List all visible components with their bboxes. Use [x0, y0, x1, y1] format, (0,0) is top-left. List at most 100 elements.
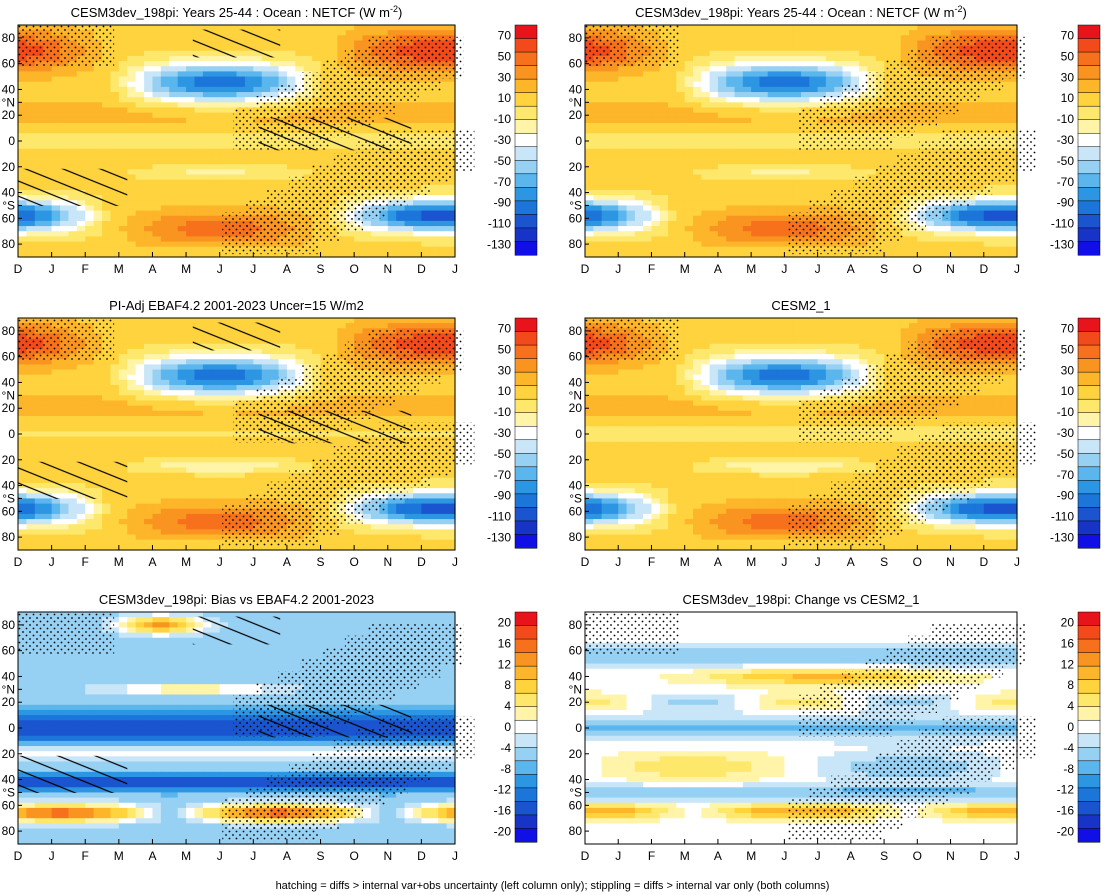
heatmap-cell: [734, 143, 744, 150]
heatmap-cell: [160, 318, 170, 324]
heatmap-cell: [429, 107, 439, 114]
heatmap-cell: [651, 138, 661, 145]
heatmap-cell: [618, 189, 628, 196]
heatmap-cell: [684, 133, 694, 140]
heatmap-cell: [709, 246, 719, 253]
heatmap-cell: [593, 189, 603, 196]
heatmap-cell: [742, 189, 752, 196]
heatmap-cell: [135, 246, 145, 253]
heatmap-cell: [759, 143, 769, 150]
heatmap-cell: [127, 81, 137, 88]
heatmap-cell: [668, 153, 677, 160]
heatmap-cell: [701, 133, 711, 140]
heatmap-cell: [169, 86, 179, 93]
heatmap-cell: [228, 169, 238, 176]
heatmap-cell: [726, 122, 736, 129]
heatmap-cell: [634, 195, 644, 201]
heatmap-cell: [867, 148, 877, 155]
heatmap-cell: [135, 133, 145, 140]
heatmap-cell: [160, 143, 170, 150]
heatmap-cell: [320, 241, 330, 248]
heatmap-cell: [93, 205, 103, 212]
heatmap-cell: [967, 226, 977, 232]
heatmap-cell: [169, 210, 179, 217]
heatmap-cell: [303, 45, 313, 52]
heatmap-cell: [160, 30, 170, 36]
heatmap-cell: [742, 102, 752, 109]
heatmap-cell: [396, 231, 406, 237]
heatmap-cell: [626, 241, 636, 248]
heatmap-cell: [135, 164, 145, 170]
heatmap-cell: [51, 143, 61, 150]
heatmap-cell: [312, 50, 322, 57]
heatmap-cell: [320, 50, 330, 57]
heatmap-cell: [651, 102, 661, 109]
heatmap-cell: [626, 128, 636, 134]
heatmap-cell: [60, 251, 70, 258]
heatmap-cell: [135, 117, 145, 124]
heatmap-cell: [684, 189, 694, 196]
heatmap-cell: [975, 226, 985, 232]
heatmap-cell: [983, 25, 993, 31]
heatmap-cell: [51, 71, 61, 78]
heatmap-cell: [726, 128, 736, 134]
heatmap-cell: [734, 30, 744, 36]
heatmap-cell: [609, 112, 619, 119]
heatmap-cell: [34, 205, 44, 212]
heatmap-cell: [43, 220, 53, 227]
heatmap-cell: [801, 189, 810, 196]
heatmap-cell: [85, 210, 95, 217]
heatmap-cell: [412, 117, 422, 124]
heatmap-cell: [759, 25, 769, 31]
heatmap-cell: [684, 107, 694, 114]
heatmap-cell: [709, 189, 719, 196]
heatmap-cell: [177, 66, 187, 72]
heatmap-cell: [236, 66, 246, 72]
heatmap-cell: [211, 174, 221, 181]
heatmap-cell: [1008, 220, 1018, 227]
heatmap-cell: [135, 318, 145, 324]
heatmap-cell: [601, 102, 611, 109]
heatmap-cell: [303, 25, 313, 31]
heatmap-cell: [900, 148, 910, 155]
heatmap-cell: [169, 179, 179, 186]
heatmap-cell: [967, 251, 977, 258]
colorbar-swatch: [1077, 146, 1101, 161]
heatmap-cell: [784, 25, 794, 31]
heatmap-cell: [717, 76, 727, 83]
heatmap-cell: [668, 200, 677, 207]
heatmap-cell: [776, 61, 785, 67]
heatmap-cell: [601, 205, 611, 212]
heatmap-cell: [618, 97, 628, 103]
heatmap-cell: [60, 241, 70, 248]
heatmap-cell: [759, 251, 769, 258]
heatmap-cell: [93, 215, 103, 222]
heatmap-cell: [295, 148, 305, 155]
heatmap-cell: [776, 164, 785, 170]
heatmap-cell: [701, 122, 711, 129]
heatmap-cell: [701, 246, 711, 253]
heatmap-cell: [43, 164, 53, 170]
heatmap-cell: [18, 164, 27, 170]
colorbar-swatch: [1077, 227, 1101, 243]
heatmap-cell: [43, 205, 53, 212]
heatmap-cell: [684, 138, 694, 145]
heatmap-cell: [593, 148, 603, 155]
heatmap-cell: [60, 215, 70, 222]
heatmap-cell: [792, 71, 802, 78]
heatmap-cell: [917, 251, 927, 258]
colorbar-swatch: [514, 241, 538, 256]
heatmap-cell: [751, 97, 761, 103]
heatmap-cell: [651, 76, 661, 83]
heatmap-cell: [127, 179, 137, 186]
heatmap-cell: [253, 66, 263, 72]
heatmap-cell: [261, 169, 271, 176]
heatmap-cell: [709, 200, 719, 207]
heatmap-cell: [186, 81, 196, 88]
heatmap-cell: [742, 133, 752, 140]
heatmap-cell: [717, 45, 727, 52]
heatmap-cell: [337, 55, 347, 62]
heatmap-cell: [676, 61, 686, 67]
heatmap-cell: [942, 231, 952, 237]
heatmap-cell: [211, 71, 221, 78]
